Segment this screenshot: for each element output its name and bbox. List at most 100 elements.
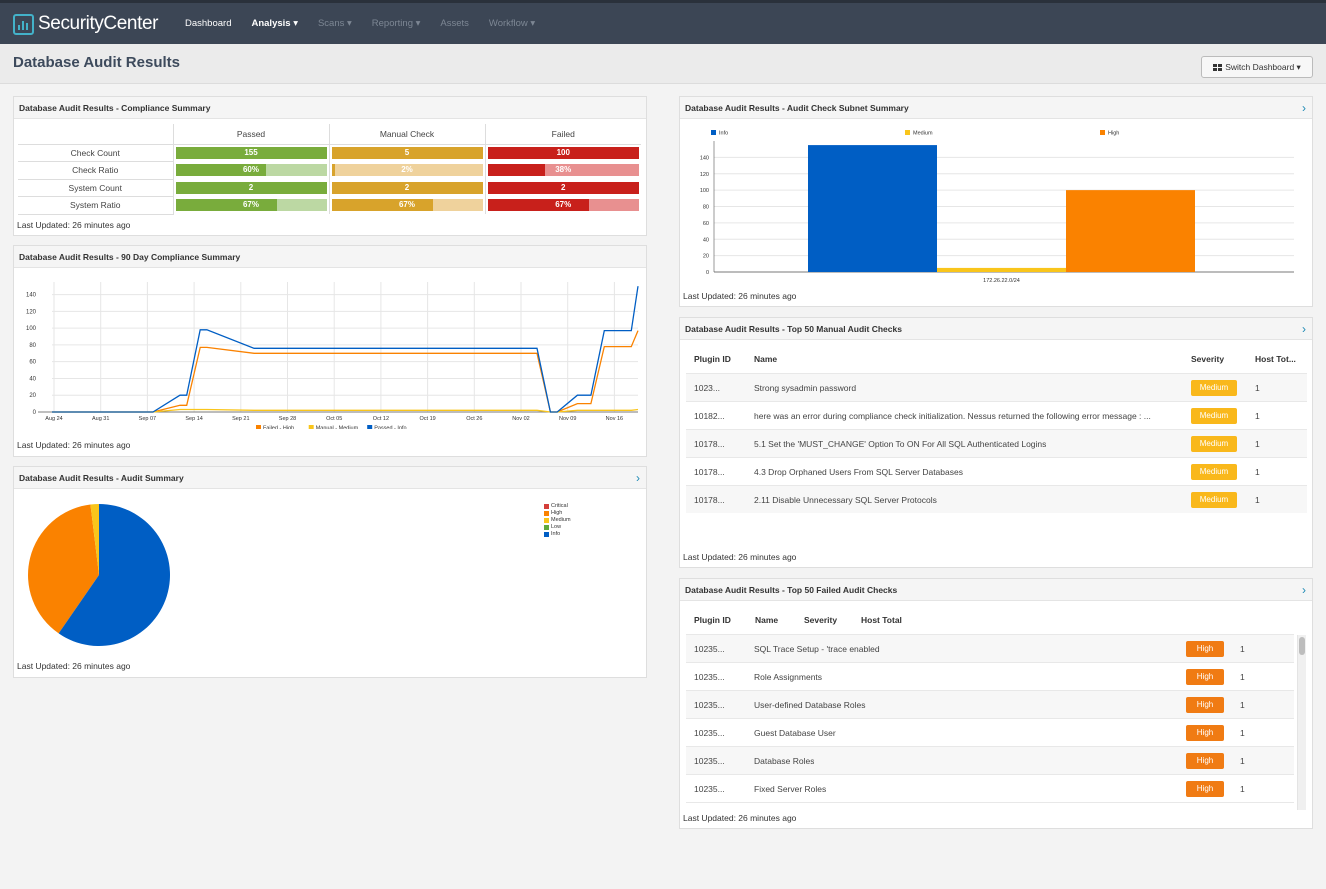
host-total: 1 [1255, 411, 1260, 421]
col-severity[interactable]: Severity [804, 615, 838, 625]
legend-item-critical[interactable]: Critical [544, 503, 571, 509]
last-updated: Last Updated: 26 minutes ago [17, 440, 131, 450]
last-updated: Last Updated: 26 minutes ago [683, 291, 797, 301]
failed-ratio-cell[interactable]: 38% [487, 164, 639, 177]
legend-label[interactable]: Medium [913, 131, 933, 137]
severity-badge: High [1186, 697, 1224, 713]
host-total: 1 [1240, 728, 1245, 738]
pie-legend: Critical High Medium Low Info [544, 503, 571, 538]
legend-item-medium[interactable]: Medium [544, 517, 571, 523]
col-plugin-id[interactable]: Plugin ID [694, 615, 731, 625]
switch-dashboard-button[interactable]: Switch Dashboard ▾ [1201, 56, 1313, 78]
chevron-right-icon[interactable]: › [1302, 101, 1306, 115]
plugin-id: 10235... [694, 644, 725, 654]
severity-badge: High [1186, 781, 1224, 797]
audit-summary-pie-chart [28, 504, 171, 646]
legend-swatch [308, 425, 314, 429]
legend-label[interactable]: Passed - Info [374, 426, 406, 430]
plugin-id: 1023... [694, 383, 720, 393]
chevron-right-icon[interactable]: › [636, 471, 640, 485]
table-row[interactable]: 10178... 5.1 Set the 'MUST_CHANGE' Option… [686, 429, 1307, 457]
x-tick-label: Sep 07 [139, 416, 156, 422]
app-logo[interactable]: SecurityCenter [13, 12, 158, 36]
table-row[interactable] [686, 802, 1294, 809]
table-row[interactable]: 10235... Guest Database User High 1 [686, 718, 1294, 746]
series-line-failed-high[interactable] [52, 330, 639, 413]
subnet-bar-chart: 0 20 40 60 80 100 120 140 172.26.22.0/24 Info Medi… [700, 130, 1294, 284]
nav-scans[interactable]: Scans ▾ [317, 18, 352, 29]
col-name[interactable]: Name [754, 354, 778, 364]
legend-label[interactable]: Failed - High [263, 426, 294, 430]
col-host-total[interactable]: Host Tot... [1255, 354, 1296, 364]
col-severity[interactable]: Severity [1191, 354, 1225, 364]
legend-label[interactable]: High [1108, 131, 1119, 137]
chevron-right-icon[interactable]: › [1302, 583, 1306, 597]
legend-item-low[interactable]: Low [544, 524, 571, 530]
y-tick-label: 20 [29, 393, 36, 399]
nav-analysis[interactable]: Analysis ▾ [251, 18, 298, 29]
switch-dashboard-label: Switch Dashboard ▾ [1225, 61, 1301, 72]
failed-count-cell[interactable]: 100 [487, 147, 639, 159]
nav-dashboard[interactable]: Dashboard [185, 18, 232, 29]
failed-system-ratio-cell[interactable]: 67% [487, 199, 639, 212]
y-tick-label: 80 [703, 205, 709, 211]
table-row[interactable]: 10235... SQL Trace Setup - 'trace enabled… [686, 634, 1294, 662]
table-row[interactable]: 10182... here was an error during complia… [686, 401, 1307, 429]
manual-ratio-cell[interactable]: 2% [331, 164, 483, 177]
legend-swatch [256, 425, 261, 429]
manual-system-count-cell[interactable]: 2 [331, 181, 483, 194]
bar-medium[interactable] [937, 267, 1066, 272]
check-name: Strong sysadmin password [754, 383, 857, 393]
x-tick-label: Oct 26 [466, 416, 482, 422]
legend-item-high[interactable]: High [544, 510, 571, 516]
table-row[interactable]: 10235... Database Roles High 1 [686, 746, 1294, 774]
legend-label[interactable]: Info [719, 131, 728, 137]
table-row[interactable]: 10178... 4.3 Drop Orphaned Users From SQL… [686, 457, 1307, 485]
subnet-summary-panel: Database Audit Results - Audit Check Sub… [679, 96, 1313, 307]
row-label: Check Count [18, 144, 173, 162]
table-row[interactable]: 10178... 2.11 Disable Unnecessary SQL Ser… [686, 485, 1307, 513]
plugin-id: 10178... [694, 495, 725, 505]
manual-system-ratio-cell[interactable]: 67% [331, 199, 483, 212]
x-tick-label: Sep 28 [279, 416, 296, 422]
scrollbar[interactable] [1297, 635, 1306, 810]
col-host-total[interactable]: Host Total [861, 615, 902, 625]
table-row[interactable]: 1023... Strong sysadmin password Medium 1 [686, 373, 1307, 401]
legend-item-info[interactable]: Info [544, 531, 571, 537]
plugin-id: 10182... [694, 411, 725, 421]
x-tick-label: Aug 31 [92, 416, 109, 422]
host-total: 1 [1240, 644, 1245, 654]
y-tick-label: 40 [29, 376, 36, 382]
pie-slice-high[interactable] [28, 504, 100, 634]
col-passed: Passed [172, 124, 329, 145]
plugin-id: 10178... [694, 439, 725, 449]
chevron-right-icon[interactable]: › [1302, 322, 1306, 336]
passed-system-ratio-cell[interactable]: 67% [175, 199, 327, 212]
plugin-id: 10235... [694, 784, 725, 794]
check-name: here was an error during compliance chec… [754, 411, 1151, 421]
nav-workflow[interactable]: Workflow ▾ [488, 18, 536, 29]
x-tick-label: Sep 14 [185, 416, 202, 422]
bar-high[interactable] [1066, 190, 1195, 272]
check-name: Database Roles [754, 756, 815, 766]
table-row[interactable]: 10235... Role Assignments High 1 [686, 662, 1294, 690]
table-row[interactable]: 10235... Fixed Server Roles High 1 [686, 774, 1294, 802]
manual-count-cell[interactable]: 5 [331, 147, 483, 159]
col-plugin-id[interactable]: Plugin ID [694, 354, 731, 364]
nav-reporting[interactable]: Reporting ▾ [371, 18, 421, 29]
passed-system-count-cell[interactable]: 2 [175, 181, 327, 194]
failed-system-count-cell[interactable]: 2 [487, 181, 639, 194]
series-line-passed-info[interactable] [52, 286, 639, 413]
passed-ratio-cell[interactable]: 60% [175, 164, 327, 177]
failed-rows-list[interactable]: 10235... SQL Trace Setup - 'trace enabled… [680, 634, 1312, 809]
panel-title: Database Audit Results - 90 Day Complian… [14, 246, 646, 268]
pie-slice-medium[interactable] [90, 504, 99, 575]
series-line-manual-medium[interactable] [52, 408, 639, 413]
nav-assets[interactable]: Assets [440, 18, 469, 29]
passed-count-cell[interactable]: 155 [175, 147, 327, 159]
col-name[interactable]: Name [755, 615, 779, 625]
table-row[interactable]: 10235... User-defined Database Roles High 1 [686, 690, 1294, 718]
pie-slice-info[interactable] [58, 504, 171, 646]
bar-info[interactable] [808, 145, 937, 272]
legend-label[interactable]: Manual - Medium [316, 426, 359, 430]
